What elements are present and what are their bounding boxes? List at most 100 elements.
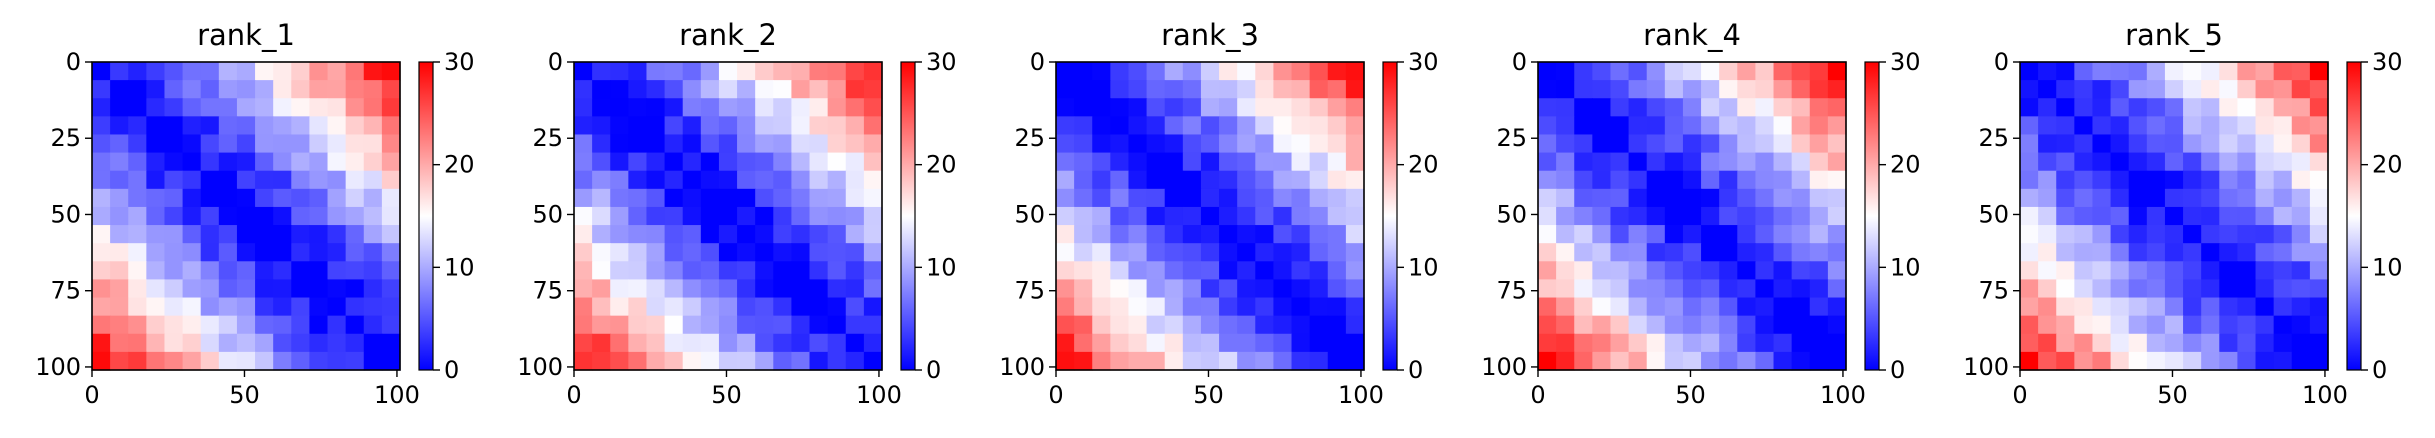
heatmap-cell <box>646 80 666 99</box>
heatmap-cell <box>773 206 793 226</box>
heatmap-cell <box>2273 80 2293 99</box>
heatmap-cell <box>128 243 147 262</box>
heatmap-cell <box>1719 80 1738 99</box>
heatmap-cell <box>2291 333 2311 353</box>
heatmap-cell <box>682 279 702 299</box>
heatmap-cell <box>1074 98 1093 117</box>
heatmap-cell <box>2146 116 2166 136</box>
heatmap-cell <box>1200 98 1220 117</box>
heatmap-cell <box>327 152 347 172</box>
heatmap-cell <box>1146 188 1166 208</box>
heatmap-cell <box>1273 261 1293 281</box>
heatmap-cell <box>1701 333 1720 353</box>
heatmap-cell <box>1628 188 1648 208</box>
heatmap-cell <box>1092 351 1111 371</box>
heatmap-cell <box>92 206 111 226</box>
heatmap-cell <box>1345 152 1365 172</box>
heatmap-cell <box>845 62 865 81</box>
heatmap-cell <box>2183 333 2202 353</box>
heatmap-cell <box>2056 206 2075 226</box>
heatmap-cell <box>2237 315 2257 335</box>
heatmap-cell <box>2273 134 2293 154</box>
heatmap-cell <box>1755 152 1775 172</box>
heatmap-cell <box>646 243 666 262</box>
heatmap-cell <box>1610 62 1630 81</box>
heatmap-cell <box>1646 188 1666 208</box>
heatmap-cell <box>1592 62 1612 81</box>
heatmap-cell <box>1255 297 1275 317</box>
heatmap-cell <box>1219 152 1238 172</box>
heatmap-cell <box>255 279 274 299</box>
heatmap-cell <box>574 116 593 136</box>
heatmap-cell <box>2164 98 2184 117</box>
heatmap-cell <box>574 261 593 281</box>
heatmap-cell <box>646 206 666 226</box>
heatmap-cell <box>2074 116 2094 136</box>
heatmap-cell <box>2110 116 2130 136</box>
heatmap-cell <box>1056 134 1075 154</box>
heatmap-cell <box>1345 261 1365 281</box>
heatmap-cell <box>755 261 774 281</box>
heatmap-cell <box>2273 98 2293 117</box>
heatmap-cell <box>610 261 629 281</box>
heatmap-cell <box>610 333 629 353</box>
heatmap-cell <box>682 297 702 317</box>
heatmap-cell <box>1146 116 1166 136</box>
heatmap-cell <box>574 62 593 81</box>
heatmap-cell <box>291 351 311 371</box>
heatmap-cell <box>1538 98 1557 117</box>
heatmap-cell <box>128 98 147 117</box>
heatmap-cell <box>146 80 166 99</box>
heatmap-cell <box>1556 80 1575 99</box>
heatmap-cell <box>381 351 401 371</box>
heatmap-cell <box>273 279 292 299</box>
heatmap-cell <box>628 152 648 172</box>
heatmap-cell <box>1110 134 1130 154</box>
heatmap-cell <box>381 152 401 172</box>
heatmap-cell <box>345 297 365 317</box>
x-tick-label: 0 <box>1048 381 1063 409</box>
heatmap-cell <box>1128 170 1148 190</box>
heatmap-cell <box>1146 279 1166 299</box>
heatmap-cell <box>1646 261 1666 281</box>
heatmap-cell <box>1327 134 1347 154</box>
heatmap-cell <box>2273 116 2293 136</box>
heatmap-cell <box>1773 333 1793 353</box>
heatmap-cell <box>128 62 147 81</box>
heatmap-cell <box>1773 188 1793 208</box>
heatmap-cell <box>255 297 274 317</box>
heatmap-cell <box>363 315 383 335</box>
heatmap-cell <box>1574 333 1593 353</box>
heatmap-cell <box>1592 225 1612 244</box>
heatmap-cell <box>1327 315 1347 335</box>
heatmap-cell <box>1791 243 1811 262</box>
heatmap-cell <box>345 170 365 190</box>
heatmap-cell <box>218 152 238 172</box>
heatmap-cell <box>700 333 720 353</box>
heatmap-cell <box>146 351 166 371</box>
heatmap-cell <box>1345 279 1365 299</box>
heatmap-cell <box>1827 98 1847 117</box>
heatmap-cell <box>1737 170 1757 190</box>
heatmap-cell <box>92 134 111 154</box>
heatmap-cell <box>1074 152 1093 172</box>
heatmap-cell <box>2020 351 2039 371</box>
heatmap-cell <box>1701 351 1720 371</box>
heatmap-cell <box>737 152 756 172</box>
heatmap-cell <box>1773 261 1793 281</box>
heatmap-cell <box>2056 152 2075 172</box>
heatmap-cell <box>2183 279 2202 299</box>
heatmap-cell <box>381 315 401 335</box>
heatmap-cell <box>1255 315 1275 335</box>
heatmap-cell <box>146 225 166 244</box>
heatmap-cell <box>1827 315 1847 335</box>
heatmap-cell <box>592 243 611 262</box>
heatmap-cell <box>182 62 202 81</box>
heatmap-cell <box>1628 261 1648 281</box>
heatmap-cell <box>128 116 147 136</box>
heatmap-cell <box>1719 225 1738 244</box>
heatmap-cell <box>1719 279 1738 299</box>
heatmap-cell <box>1128 315 1148 335</box>
heatmap-3 <box>1056 62 1365 371</box>
